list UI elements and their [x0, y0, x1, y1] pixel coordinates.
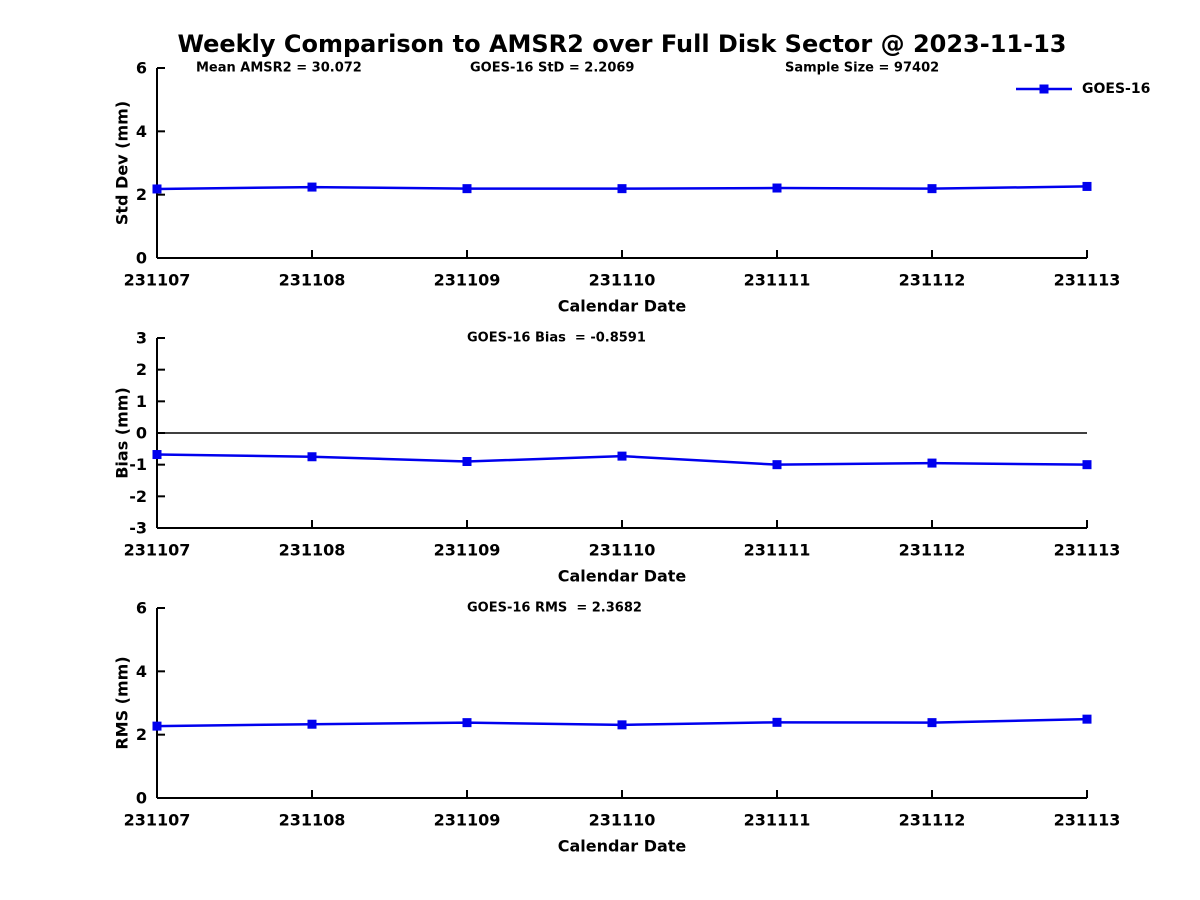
data-marker [617, 451, 627, 461]
subplot-bias: -3 -2 -1 0 1 2 3 231107 231108 231109 231110 231111… [113, 329, 1121, 586]
subplot-std-dev: 0 2 4 6 231107 231108 231109 231110 231111 231112… [113, 59, 1151, 316]
data-marker [152, 184, 162, 194]
y-axis-label: Std Dev (mm) [113, 101, 132, 225]
y-tick-label: -2 [129, 487, 147, 506]
data-marker [307, 719, 317, 729]
data-marker [462, 718, 472, 728]
x-tick-label: 231113 [1054, 271, 1121, 290]
data-marker [617, 184, 627, 194]
data-marker [927, 458, 937, 468]
y-tick-label: 4 [136, 662, 147, 681]
data-marker [307, 452, 317, 462]
data-marker [462, 184, 472, 194]
x-tick-label: 231110 [589, 541, 656, 560]
y-tick-label: 3 [136, 329, 147, 348]
y-tick-label: 2 [136, 185, 147, 204]
x-axis-label: Calendar Date [558, 837, 687, 856]
y-axis-label: Bias (mm) [113, 387, 132, 479]
x-axis-label: Calendar Date [558, 567, 687, 586]
data-marker [152, 721, 162, 731]
y-axis-label: RMS (mm) [113, 656, 132, 749]
x-axis-label: Calendar Date [558, 297, 687, 316]
data-marker [1082, 181, 1092, 191]
x-tick-label: 231107 [124, 541, 191, 560]
x-tick-label: 231108 [279, 541, 346, 560]
y-tick-label: 2 [136, 725, 147, 744]
x-tick-label: 231113 [1054, 811, 1121, 830]
annotation: GOES-16 RMS = 2.3682 [467, 601, 642, 616]
y-tick-label: 4 [136, 122, 147, 141]
data-marker [927, 184, 937, 194]
y-tick-label: 0 [136, 789, 147, 808]
annotation: Mean AMSR2 = 30.072 [196, 61, 362, 76]
x-tick-label: 231109 [434, 541, 501, 560]
y-tick-label: 6 [136, 59, 147, 78]
y-tick-label: 0 [136, 424, 147, 443]
x-tick-label: 231111 [744, 811, 811, 830]
y-tick-label: 0 [136, 249, 147, 268]
x-tick-label: 231112 [899, 811, 966, 830]
x-tick-label: 231112 [899, 541, 966, 560]
x-tick-label: 231113 [1054, 541, 1121, 560]
x-tick-label: 231111 [744, 541, 811, 560]
subplot-rms: 0 2 4 6 231107 231108 231109 231110 231111 231112… [113, 599, 1121, 856]
x-tick-label: 231108 [279, 271, 346, 290]
annotation: GOES-16 StD = 2.2069 [470, 61, 634, 76]
x-tick-label: 231107 [124, 271, 191, 290]
data-marker [1082, 460, 1092, 470]
x-tick-label: 231107 [124, 811, 191, 830]
y-tick-label: 1 [136, 392, 147, 411]
x-tick-label: 231109 [434, 811, 501, 830]
annotation: Sample Size = 97402 [785, 61, 939, 76]
data-marker [617, 720, 627, 730]
data-marker [772, 717, 782, 727]
y-tick-label: 6 [136, 599, 147, 618]
data-marker [152, 450, 162, 460]
x-tick-label: 231110 [589, 811, 656, 830]
x-tick-label: 231109 [434, 271, 501, 290]
data-marker [772, 460, 782, 470]
x-tick-label: 231108 [279, 811, 346, 830]
y-tick-label: -3 [129, 519, 147, 538]
x-tick-label: 231112 [899, 271, 966, 290]
y-tick-label: -1 [129, 455, 147, 474]
data-marker [462, 457, 472, 466]
annotation: GOES-16 Bias = -0.8591 [467, 331, 646, 346]
legend-label: GOES-16 [1082, 81, 1150, 97]
x-tick-label: 231111 [744, 271, 811, 290]
data-marker [307, 182, 317, 192]
x-tick-label: 231110 [589, 271, 656, 290]
data-marker [772, 183, 782, 193]
legend-marker [1039, 84, 1049, 94]
y-tick-label: 2 [136, 360, 147, 379]
data-marker [1082, 714, 1092, 724]
legend: GOES-16 [1016, 81, 1150, 97]
figure-title: Weekly Comparison to AMSR2 over Full Dis… [177, 30, 1067, 58]
data-marker [927, 718, 937, 728]
